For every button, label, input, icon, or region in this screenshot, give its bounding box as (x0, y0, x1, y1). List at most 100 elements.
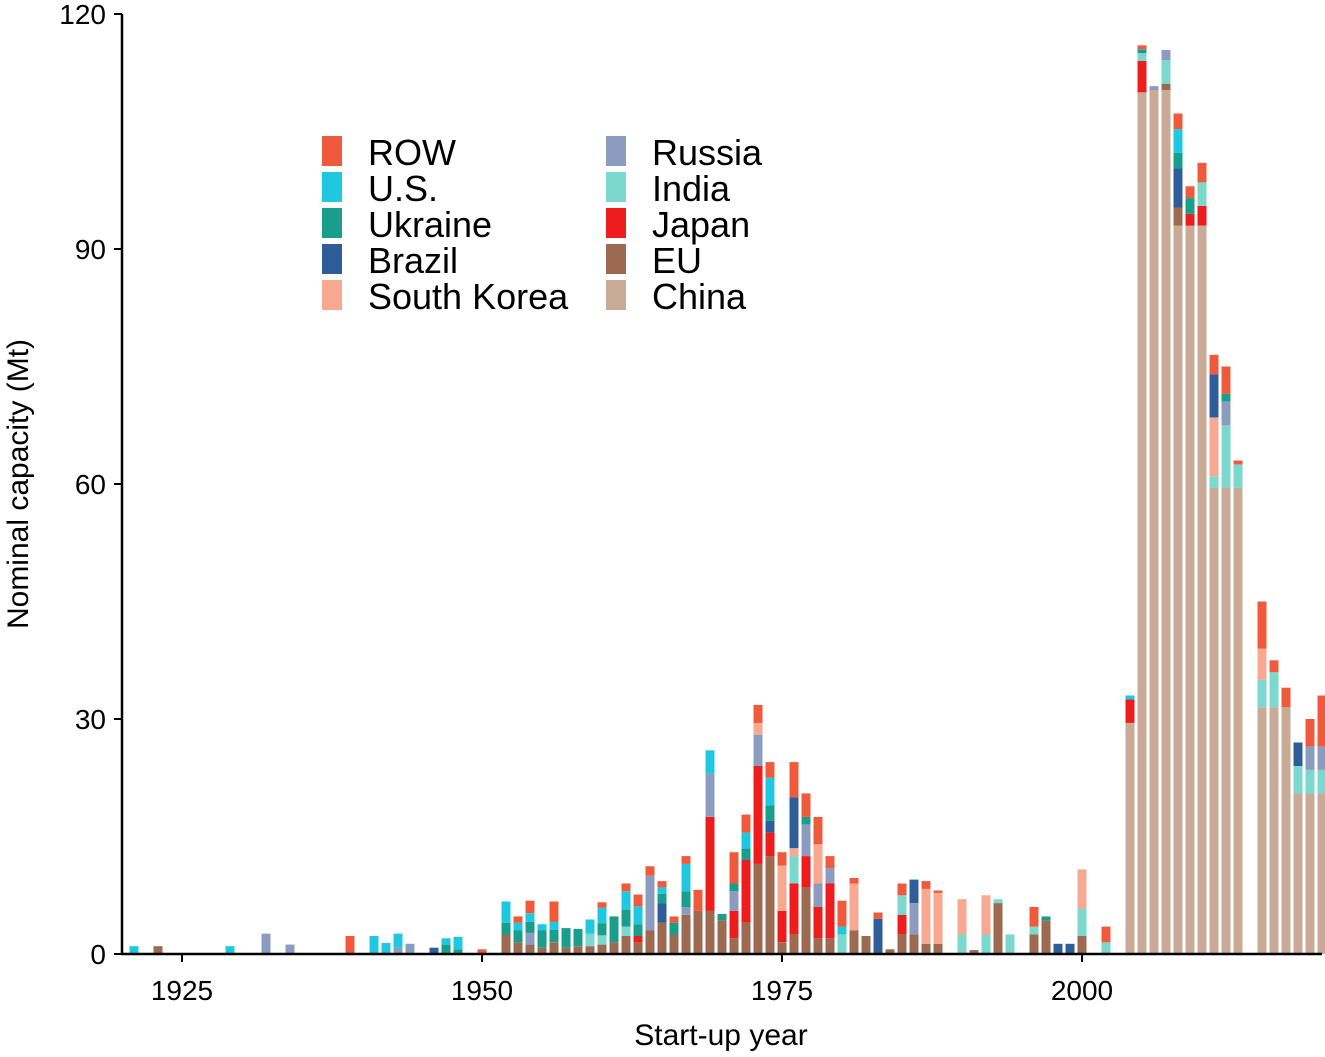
bar-2002-india (1101, 942, 1111, 955)
bar-2000-india (1077, 908, 1087, 936)
bar-1954-row (525, 900, 535, 914)
bar-1962-ukraine (621, 909, 631, 927)
bar-1971-japan (729, 910, 739, 939)
bar-2005-row (1137, 45, 1147, 50)
bar-2016-row (1269, 660, 1279, 673)
bar-1973-south-korea (753, 722, 763, 735)
bar-1965-row (657, 881, 667, 888)
bar-1976-eu (789, 934, 799, 954)
bar-2008-ukraine (1173, 152, 1183, 169)
bar-1955-u-s (537, 924, 547, 931)
bar-1954-russia (525, 932, 535, 945)
bar-1983-brazil (873, 918, 883, 955)
bar-1981-south-korea (849, 883, 859, 931)
bar-1962-u-s (621, 891, 631, 910)
bar-1960-india (597, 935, 607, 945)
axes-group: 0 30 60 90 120 1925 1950 1975 2000 (59, 0, 1322, 1006)
legend-label-russia: Russia (652, 132, 763, 173)
bar-2013-china (1233, 487, 1243, 954)
bar-1969-u-s (705, 750, 715, 774)
bar-2019-india (1305, 769, 1315, 794)
bar-1969-japan (705, 816, 715, 911)
bar-2009-ukraine (1185, 198, 1195, 214)
bar-2007-india (1161, 60, 1171, 84)
legend-swatch-row (322, 136, 342, 166)
x-axis-title: Start-up year (634, 1019, 807, 1052)
bar-1956-row (549, 901, 559, 922)
bar-1975-eu (777, 942, 787, 955)
bar-1961-ukraine (609, 916, 619, 943)
bar-2016-china (1269, 707, 1279, 955)
bar-1973-row (753, 704, 763, 723)
bar-1997-ukraine (1041, 916, 1051, 921)
legend-swatch-ukraine (322, 208, 342, 238)
bar-1985-eu (897, 934, 907, 954)
bar-1960-row (597, 902, 607, 908)
bar-1964-eu (645, 930, 655, 954)
bar-2019-row (1305, 719, 1315, 747)
legend-swatch-china (606, 280, 626, 310)
bar-1978-eu (813, 938, 823, 954)
bar-1987-south-korea (921, 889, 931, 944)
bar-1975-row (777, 852, 787, 866)
x-tick-label-1975: 1975 (751, 975, 813, 1006)
bar-1952-eu (501, 934, 511, 954)
bar-1967-ukraine (681, 891, 691, 907)
bar-1976-brazil (789, 797, 799, 849)
bar-2006-china (1149, 90, 1159, 954)
bar-1964-row (645, 866, 655, 876)
bar-1983-row (873, 912, 883, 919)
x-tick-label-1950: 1950 (451, 975, 513, 1006)
bar-1976-row (789, 762, 799, 798)
bar-1942-u-s (381, 943, 391, 954)
bar-1980-u-s (837, 926, 847, 935)
bar-1981-eu (849, 930, 859, 954)
bar-1956-eu (549, 942, 559, 955)
bar-1978-row (813, 816, 823, 845)
bar-1921-u-s (129, 946, 139, 954)
bar-2009-japan (1185, 213, 1195, 226)
bar-1953-row (513, 916, 523, 923)
legend-swatch-japan (606, 208, 626, 238)
bar-2004-china (1125, 722, 1135, 954)
bar-1976-south-korea (789, 848, 799, 857)
bar-1992-india (981, 934, 991, 954)
bar-2005-ukraine (1137, 49, 1147, 54)
bar-1970-ukraine (717, 914, 727, 921)
bar-1972-ukraine (741, 848, 751, 861)
bar-2004-japan (1125, 699, 1135, 723)
bar-2008-brazil (1173, 168, 1183, 208)
bar-1966-eu (669, 934, 679, 954)
bar-1987-eu (921, 943, 931, 954)
legend-label-u-s: U.S. (368, 168, 438, 209)
bar-1979-row (825, 856, 835, 868)
bar-1968-eu (693, 910, 703, 954)
bar-1963-japan (633, 936, 643, 943)
bar-2019-china (1305, 793, 1315, 954)
bar-2005-china (1137, 92, 1147, 955)
legend-label-china: China (652, 276, 747, 317)
bar-2008-eu (1173, 207, 1183, 226)
y-tick-label-0: 0 (90, 939, 106, 970)
bar-1976-india (789, 856, 799, 884)
bar-1947-ukraine (441, 944, 451, 954)
bar-2000-eu (1077, 936, 1087, 954)
bar-2012-russia (1221, 401, 1231, 426)
bar-1963-ukraine (633, 924, 643, 936)
bar-1977-row (801, 793, 811, 817)
bar-2016-india (1269, 672, 1279, 708)
bar-1988-south-korea (933, 892, 943, 944)
bar-1973-japan (753, 766, 763, 864)
legend-label-ukraine: Ukraine (368, 204, 492, 245)
bar-1954-ukraine (525, 921, 535, 933)
bar-1960-eu (597, 944, 607, 954)
bar-1971-ukraine (729, 883, 739, 892)
bar-2020-india (1317, 769, 1325, 794)
legend-swatch-south-korea (322, 280, 342, 310)
bar-1979-japan (825, 883, 835, 939)
bar-1975-japan (777, 910, 787, 943)
bar-2005-india (1137, 53, 1147, 61)
bar-1981-row (849, 878, 859, 884)
